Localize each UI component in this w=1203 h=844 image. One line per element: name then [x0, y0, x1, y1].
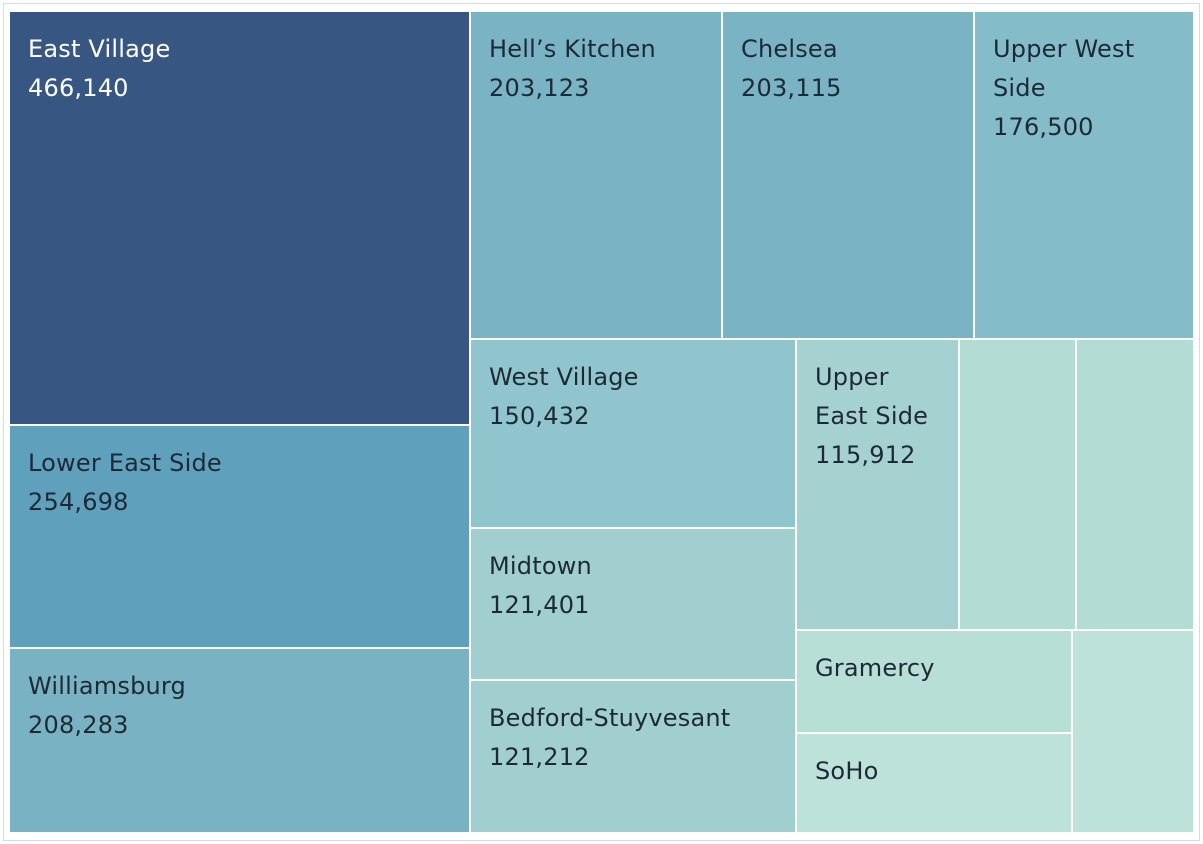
tile-soho[interactable]: SoHo [797, 734, 1071, 832]
tile-value: 254,698 [28, 488, 129, 516]
tile-gramercy[interactable]: Gramercy [797, 631, 1071, 732]
tile-value: 121,212 [489, 743, 590, 771]
tile-value: 176,500 [993, 113, 1094, 141]
tile-value: 150,432 [489, 402, 590, 430]
tile-value: 208,283 [28, 711, 129, 739]
tile-midtown[interactable]: Midtown 121,401 [471, 529, 795, 679]
tile-upper-east-side[interactable]: Upper East Side 115,912 [797, 340, 958, 629]
tile-label: Lower East Side [28, 449, 222, 477]
tile-value: 203,115 [741, 74, 842, 102]
tile-label: Upper East Side [815, 363, 929, 430]
tile-west-village[interactable]: West Village 150,432 [471, 340, 795, 527]
tile-label: Chelsea [741, 35, 838, 63]
tile-east-village[interactable]: East Village 466,140 [10, 12, 469, 424]
tile-label: Hell’s Kitchen [489, 35, 656, 63]
tile-chelsea[interactable]: Chelsea 203,115 [723, 12, 973, 338]
tile-label: West Village [489, 363, 639, 391]
tile-unlabeled-14[interactable] [1073, 631, 1193, 832]
tile-lower-east-side[interactable]: Lower East Side 254,698 [10, 426, 469, 647]
tile-bedford-stuyvesant[interactable]: Bedford-Stuyvesant 121,212 [471, 681, 795, 832]
tile-value: 203,123 [489, 74, 590, 102]
tile-value: 121,401 [489, 591, 590, 619]
tile-label: Upper West Side [993, 35, 1135, 102]
tile-label: Williamsburg [28, 672, 186, 700]
tile-label: SoHo [815, 757, 879, 785]
tile-label: Midtown [489, 552, 592, 580]
tile-upper-west-side[interactable]: Upper West Side 176,500 [975, 12, 1193, 338]
tile-label: East Village [28, 35, 171, 63]
tile-value: 115,912 [815, 441, 916, 469]
tile-value: 466,140 [28, 74, 129, 102]
tile-unlabeled-10[interactable] [960, 340, 1075, 629]
tile-unlabeled-11[interactable] [1077, 340, 1193, 629]
tile-hell-s-kitchen[interactable]: Hell’s Kitchen 203,123 [471, 12, 721, 338]
tile-williamsburg[interactable]: Williamsburg 208,283 [10, 649, 469, 832]
tile-label: Bedford-Stuyvesant [489, 704, 731, 732]
tile-label: Gramercy [815, 654, 935, 682]
